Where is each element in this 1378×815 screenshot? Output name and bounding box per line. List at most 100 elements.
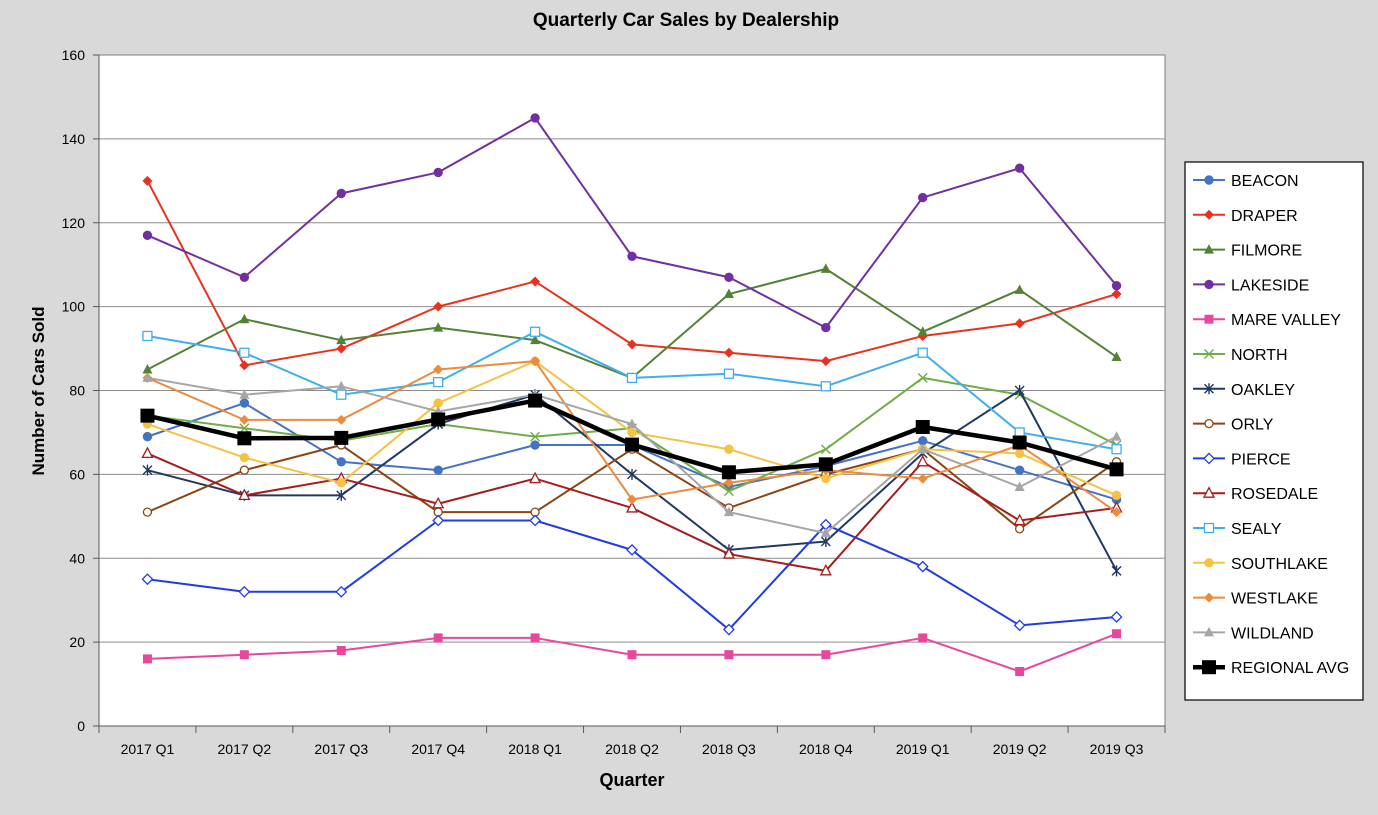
- data-point-sealy: [723, 368, 735, 379]
- data-point-southlake: [724, 444, 734, 454]
- data-point-regional-avg: [334, 430, 349, 445]
- data-point-wildland: [1111, 431, 1122, 441]
- data-point-sealy: [336, 389, 347, 400]
- legend-swatch-marker: [1204, 592, 1214, 603]
- data-point-orly: [239, 465, 250, 475]
- legend-label: BEACON: [1231, 173, 1299, 190]
- data-point-orly: [142, 507, 153, 517]
- legend-item-wildland: WILDLAND: [1193, 625, 1314, 642]
- legend-item-orly: ORLY: [1193, 417, 1274, 434]
- data-point-oakley: [820, 535, 831, 547]
- legend-item-oakley: OAKLEY: [1193, 382, 1295, 399]
- data-point-lakeside: [821, 322, 831, 333]
- x-tick-label: 2019 Q2: [993, 741, 1047, 757]
- data-point-mare-valley: [627, 650, 637, 660]
- x-tick-label: 2017 Q4: [411, 741, 465, 757]
- series-westlake: [142, 356, 1122, 518]
- data-point-regional-avg: [237, 431, 252, 446]
- legend-label: ORLY: [1231, 417, 1274, 434]
- data-point-pierce: [916, 560, 929, 573]
- data-point-regional-avg: [140, 408, 155, 423]
- legend-item-draper: DRAPER: [1193, 208, 1298, 225]
- data-point-lakeside: [433, 167, 443, 178]
- legend-item-southlake: SOUTHLAKE: [1193, 556, 1328, 573]
- data-point-wildland: [239, 389, 250, 399]
- data-point-north: [917, 372, 928, 383]
- data-point-regional-avg: [1012, 435, 1027, 450]
- data-point-southlake: [1014, 448, 1025, 459]
- x-tick-label: 2018 Q1: [508, 741, 562, 757]
- y-axis-label: Number of Cars Sold: [29, 306, 48, 475]
- data-point-beacon: [239, 398, 250, 408]
- data-point-draper: [433, 301, 444, 312]
- data-point-draper: [1111, 289, 1122, 300]
- data-point-westlake: [723, 477, 734, 488]
- data-point-pierce: [626, 543, 638, 556]
- data-point-westlake: [336, 414, 347, 425]
- y-tick-label: 0: [77, 718, 85, 734]
- legend-swatch-marker: [1204, 418, 1214, 429]
- legend-swatch-marker: [1204, 209, 1214, 220]
- legend-item-pierce: PIERCE: [1193, 451, 1291, 468]
- legend-swatch-marker: [1202, 660, 1216, 675]
- legend-item-rosedale: ROSEDALE: [1193, 486, 1318, 503]
- data-point-draper: [142, 175, 153, 186]
- data-point-draper: [1014, 318, 1025, 329]
- series-draper: [142, 175, 1122, 371]
- data-point-sealy: [1111, 444, 1122, 455]
- data-point-regional-avg: [431, 412, 446, 427]
- data-point-mare-valley: [724, 650, 734, 660]
- legend: BEACON DRAPER FILMORE LAKESIDE MARE VALLEY NO…: [1184, 161, 1364, 701]
- data-point-pierce: [722, 623, 735, 636]
- legend-label: OAKLEY: [1231, 382, 1295, 399]
- data-point-sealy: [433, 376, 444, 388]
- data-point-north: [820, 444, 831, 455]
- data-point-westlake: [530, 356, 541, 367]
- data-point-regional-avg: [1109, 462, 1124, 477]
- data-point-oakley: [142, 464, 153, 476]
- data-point-mare-valley: [821, 650, 831, 660]
- y-tick-label: 60: [69, 466, 85, 482]
- x-tick-label: 2017 Q2: [218, 741, 272, 757]
- data-point-rosedale: [819, 563, 832, 576]
- data-point-westlake: [239, 414, 250, 425]
- data-point-beacon: [336, 457, 346, 467]
- legend-label: REGIONAL AVG: [1231, 660, 1349, 677]
- data-point-rosedale: [529, 471, 542, 484]
- data-point-draper: [723, 347, 734, 358]
- legend-item-mare-valley: MARE VALLEY: [1193, 312, 1341, 329]
- data-point-lakeside: [142, 230, 153, 241]
- legend-swatch-marker: [1203, 522, 1215, 534]
- legend-item-beacon: BEACON: [1193, 173, 1299, 190]
- legend-label: FILMORE: [1231, 243, 1302, 260]
- legend-item-sealy: SEALY: [1193, 521, 1282, 538]
- data-point-pierce: [335, 585, 348, 598]
- data-point-wildland: [723, 506, 734, 517]
- data-point-regional-avg: [721, 465, 736, 480]
- data-point-north: [530, 431, 541, 442]
- data-point-oakley: [336, 489, 347, 501]
- data-point-lakeside: [918, 192, 928, 203]
- data-point-oakley: [1111, 565, 1122, 577]
- data-point-pierce: [1110, 611, 1123, 623]
- data-point-oakley: [627, 468, 637, 480]
- data-point-filmore: [820, 263, 831, 273]
- data-point-pierce: [238, 585, 251, 598]
- data-point-filmore: [723, 288, 734, 299]
- series-regional-avg: [140, 393, 1124, 480]
- data-point-wildland: [627, 418, 637, 429]
- legend-swatch-marker: [1202, 486, 1216, 498]
- series-rosedale: [141, 446, 1123, 576]
- data-point-mare-valley: [530, 633, 540, 643]
- data-point-filmore: [1014, 284, 1025, 294]
- legend-label: LAKESIDE: [1231, 277, 1309, 294]
- data-point-sealy: [917, 347, 928, 358]
- data-point-oakley: [1014, 385, 1025, 396]
- series-sealy: [142, 326, 1122, 455]
- data-point-rosedale: [625, 501, 639, 513]
- data-point-sealy: [239, 347, 250, 358]
- legend-label: SOUTHLAKE: [1231, 556, 1328, 573]
- data-point-filmore: [433, 322, 444, 332]
- legend-swatch-marker: [1204, 279, 1214, 290]
